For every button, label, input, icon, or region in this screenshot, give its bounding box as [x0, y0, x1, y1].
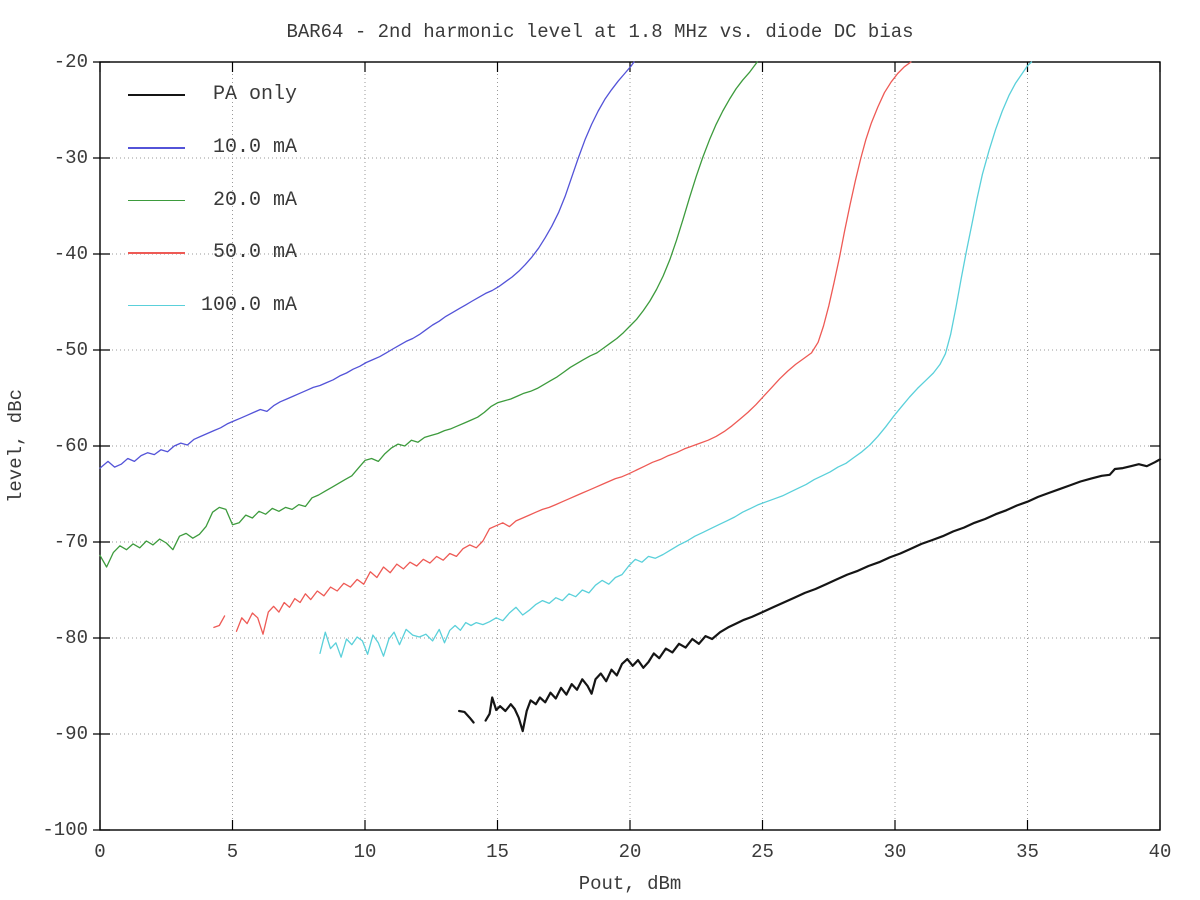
y-axis-label: level, dBc: [5, 388, 27, 504]
x-tick-label: 25: [751, 841, 774, 863]
x-tick-label: 40: [1148, 841, 1172, 863]
plot-border: [99, 61, 1161, 831]
y-tick-label: -50: [53, 339, 88, 361]
x-tick-label: 0: [94, 841, 106, 863]
legend-label: PA only: [212, 83, 297, 106]
series-20-0-ma: [99, 61, 758, 568]
legend-label: 50.0 mA: [212, 241, 297, 264]
y-tick-label: -90: [53, 723, 88, 745]
legend-label: 100.0 mA: [200, 293, 297, 317]
y-tick-label: -40: [53, 243, 88, 265]
x-tick-label: 30: [883, 841, 907, 863]
y-tick-label: -70: [53, 531, 88, 553]
y-tick-label: -20: [53, 51, 88, 73]
x-tick-label: 5: [226, 841, 239, 863]
legend-sample-line: [128, 147, 185, 149]
x-tick-label: 35: [1016, 841, 1039, 863]
series-100-0-ma: [319, 61, 1033, 658]
y-tick-label: -80: [53, 627, 88, 649]
x-axis-label: Pout, dBm: [578, 873, 682, 895]
legend-label: 10.0 mA: [212, 136, 297, 159]
y-tick-label: -100: [42, 819, 88, 841]
legend-label: 20.0 mA: [212, 188, 297, 212]
legend-sample-line: [128, 252, 185, 254]
legend-sample-line: [128, 199, 185, 202]
series-50-0-ma: [213, 61, 912, 635]
series-10-0-ma: [99, 61, 635, 469]
legend-sample-line: [128, 93, 185, 97]
x-tick-label: 10: [353, 841, 377, 863]
y-tick-label: -30: [53, 147, 88, 169]
legend-sample-line: [128, 304, 185, 307]
y-tick-label: -60: [53, 435, 88, 457]
x-tick-label: 20: [618, 841, 642, 863]
chart-title: BAR64 - 2nd harmonic level at 1.8 MHz vs…: [286, 21, 914, 43]
series-pa-only: [458, 458, 1162, 733]
x-tick-label: 15: [486, 841, 509, 863]
